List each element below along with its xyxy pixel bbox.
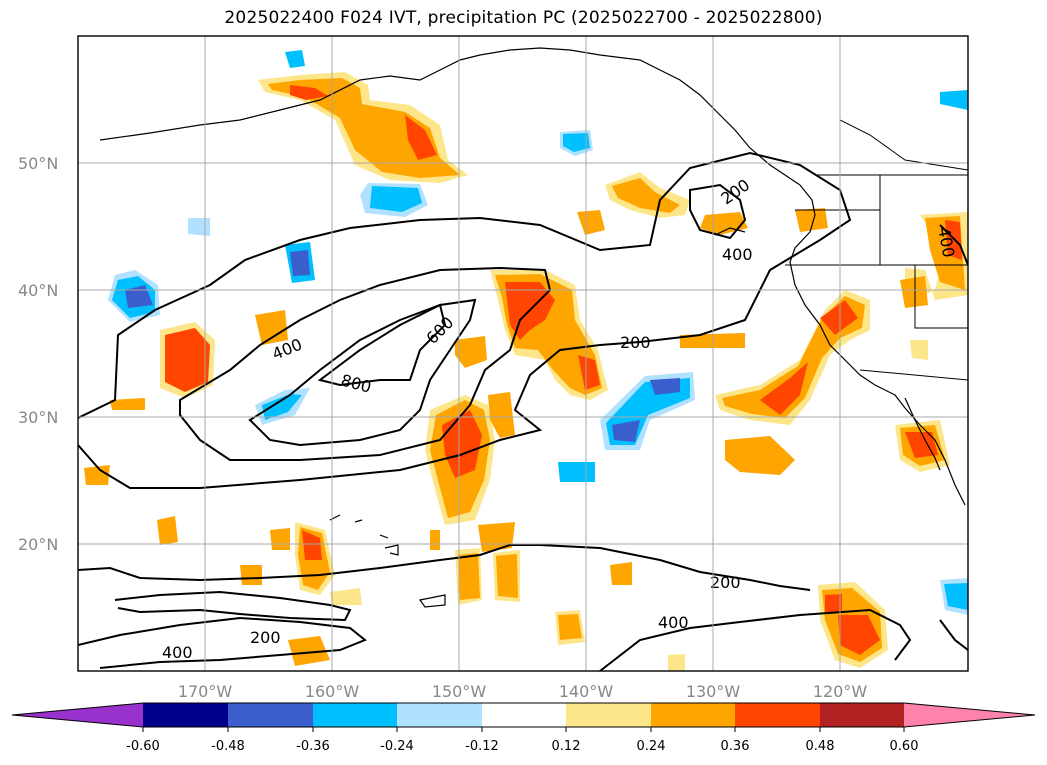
contour-label: 200 [250,628,281,647]
lon-label: 140°W [559,682,614,701]
lat-label: 30°N [18,408,58,427]
political-borders [785,36,968,381]
contour-label: 200 [717,175,753,208]
colorbar-bin [228,703,313,727]
lon-label: 150°W [432,682,487,701]
colorbar-bin [143,703,228,727]
lon-label: 130°W [686,682,741,701]
graticule [78,36,968,671]
colorbar-bin [397,703,482,727]
colorbar: -0.60 -0.48 -0.36 -0.24 -0.12 0.12 0.24 … [11,702,1036,754]
contour-label: 200 [620,333,651,352]
longitude-labels: 170°W 160°W 150°W 140°W 130°W 120°W [178,682,868,701]
colorbar-extend-low [12,703,143,727]
colorbar-tick: -0.36 [296,739,330,754]
colorbar-tick: -0.12 [465,739,499,754]
colorbar-tick: 0.24 [637,739,666,754]
colorbar-bin [735,703,820,727]
colorbar-tick: 0.48 [806,739,835,754]
colorbar-tick: 0.60 [890,739,919,754]
colorbar-bin [566,703,651,727]
lon-label: 170°W [178,682,233,701]
contour-label: 400 [658,613,689,632]
colorbar-tick: -0.48 [211,739,245,754]
colorbar-bin [482,703,566,727]
contour-label: 400 [162,643,193,662]
lon-label: 120°W [813,682,868,701]
latitude-labels: 50°N 40°N 30°N 20°N [18,154,58,554]
colorbar-bin [651,703,735,727]
lat-label: 40°N [18,281,58,300]
lat-label: 50°N [18,154,58,173]
contour-label: 400 [722,245,753,264]
colorbar-tick: -0.24 [380,739,414,754]
lat-label: 20°N [18,535,58,554]
colorbar-tick: -0.60 [126,739,160,754]
colorbar-extend-high [904,703,1035,727]
coastlines [99,47,966,608]
ivt-contours [78,151,968,671]
map-frame [77,35,969,672]
colorbar-tick: 0.36 [721,739,750,754]
colorbar-bin [820,703,904,727]
colorbar-bin [313,703,397,727]
lon-label: 160°W [305,682,360,701]
precip-anomaly-shading [84,50,968,671]
map-title: 2025022400 F024 IVT, precipitation PC (2… [224,8,823,28]
contour-label: 200 [710,573,741,592]
contour-label: 800 [339,371,373,397]
colorbar-tick: 0.12 [552,739,581,754]
